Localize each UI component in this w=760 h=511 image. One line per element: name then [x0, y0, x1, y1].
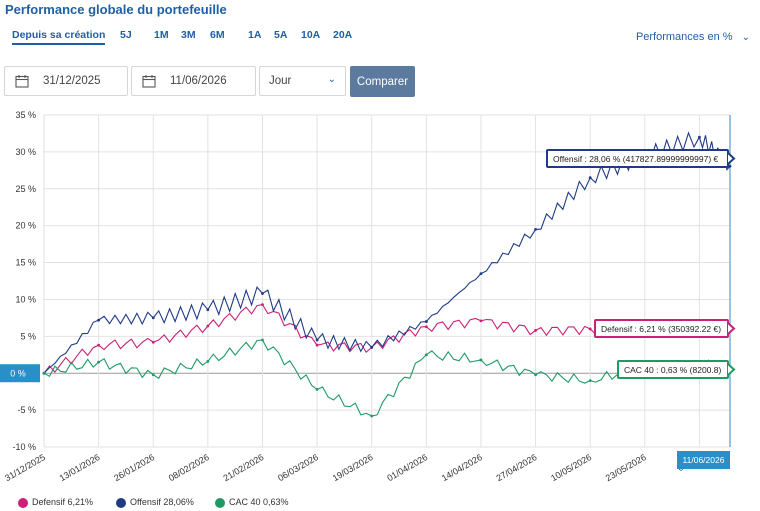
x-tick-label: 10/05/2026: [549, 452, 593, 483]
data-point-defensif: [424, 325, 428, 329]
y-tick-label: 15 %: [15, 258, 36, 268]
legend-dot-cac40: [215, 497, 225, 508]
tooltip-label-offensif: Offensif : 28,06 % (417827.89999999997) …: [553, 154, 719, 164]
data-point-defensif: [588, 327, 592, 331]
y-tick-label: -10 %: [12, 442, 36, 452]
chevron-down-icon: ⌄: [327, 74, 336, 85]
data-point-cac40: [588, 379, 592, 382]
period-10y[interactable]: 10A: [301, 29, 321, 41]
data-point-cac40: [97, 360, 101, 364]
end-date-field[interactable]: 11/06/2026: [131, 66, 256, 96]
data-point-defensif: [315, 343, 319, 347]
data-point-offensif: [728, 164, 732, 168]
data-point-offensif: [261, 292, 264, 295]
period-since-creation[interactable]: Depuis sa création: [12, 29, 106, 45]
data-point-defensif: [151, 340, 155, 344]
y-tick-label: 35 %: [15, 110, 36, 120]
end-date-value: 11/06/2026: [170, 75, 227, 87]
x-tick-label: 01/04/2026: [385, 452, 429, 483]
y-tick-label: 10 %: [15, 294, 36, 304]
x-tick-label: 08/02/2026: [167, 452, 211, 483]
data-point-offensif: [698, 135, 701, 139]
data-point-defensif: [534, 329, 537, 332]
performance-mode-label: Performances en %: [635, 31, 733, 43]
legend-item-cac40[interactable]: CAC 40 0,63%: [215, 497, 289, 508]
zero-badge-label: 0 %: [10, 369, 26, 379]
data-point-offensif: [424, 320, 428, 323]
data-point-cac40: [534, 373, 537, 377]
x-tick-label: 21/02/2026: [221, 452, 265, 483]
x-tick-label: 31/12/2025: [3, 452, 47, 483]
data-point-offensif: [370, 346, 374, 349]
granularity-value: Jour: [269, 75, 292, 87]
x-tick-label: 19/03/2026: [331, 452, 375, 483]
period-5d[interactable]: 5J: [120, 29, 132, 41]
x-tick-label: 23/05/2026: [604, 452, 648, 483]
y-tick-label: 20 %: [15, 221, 36, 231]
data-point-defensif: [479, 319, 483, 323]
data-point-offensif: [206, 308, 210, 312]
data-point-defensif: [97, 343, 101, 347]
period-6m[interactable]: 6M: [210, 29, 225, 41]
data-point-cac40: [315, 388, 319, 391]
data-point-cac40: [370, 414, 374, 418]
legend-label-cac40: CAC 40 0,63%: [229, 497, 289, 507]
x-tick-label: 27/04/2026: [495, 452, 539, 483]
data-point-offensif: [479, 272, 483, 276]
chevron-down-icon: ⌄: [741, 32, 750, 43]
period-5y[interactable]: 5A: [274, 29, 288, 41]
tooltip-pointer-offensif: [727, 152, 736, 165]
data-point-cac40: [206, 360, 210, 363]
page-title: Performance globale du portefeuille: [5, 2, 227, 17]
calendar-icon: [142, 75, 156, 88]
y-tick-label: 25 %: [15, 184, 36, 194]
compare-button[interactable]: Comparer: [350, 66, 415, 97]
period-1m[interactable]: 1M: [154, 29, 169, 41]
legend-dot-offensif: [116, 497, 126, 508]
legend-label-offensif: Offensif 28,06%: [130, 497, 194, 507]
period-1y[interactable]: 1A: [248, 29, 262, 41]
data-point-offensif: [588, 176, 592, 180]
x-tick-label: 06/03/2026: [276, 452, 320, 483]
start-date-field[interactable]: 31/12/2025: [4, 66, 128, 96]
data-point-defensif: [206, 324, 210, 328]
granularity-select[interactable]: Jour ⌄: [259, 66, 346, 96]
x-tick-label: 14/04/2026: [440, 452, 484, 483]
legend-label-defensif: Defensif 6,21%: [32, 497, 94, 507]
data-point-cac40: [42, 371, 46, 375]
data-point-cac40: [424, 353, 428, 357]
tooltip-label-defensif: Defensif : 6,21 % (350392.22 €): [601, 324, 721, 334]
x-tick-label: 26/01/2026: [112, 452, 156, 483]
data-point-cac40: [479, 358, 483, 362]
data-point-offensif: [315, 338, 319, 342]
start-date-value: 31/12/2025: [43, 75, 101, 87]
performance-line-chart: -10 % -5 % 0 % 5 % 10 % 15 % 20 % 25 % 30 % 35 % 3…: [0, 110, 736, 483]
end-date-badge: [677, 451, 730, 469]
period-3m[interactable]: 3M: [181, 29, 196, 41]
legend-item-offensif[interactable]: Offensif 28,06%: [116, 497, 194, 508]
tooltip-pointer-cac40: [727, 363, 736, 376]
y-tick-label: -5 %: [17, 405, 36, 415]
y-tick-label: 5 %: [20, 331, 36, 341]
period-20y[interactable]: 20A: [333, 29, 353, 41]
end-date-badge-label: 11/06/2026: [683, 455, 725, 465]
legend-dot-defensif: [18, 497, 28, 508]
tooltip-label-cac40: CAC 40 : 0,63 % (8200.8): [624, 365, 722, 375]
data-point-defensif: [261, 303, 264, 307]
zero-badge: [0, 364, 40, 383]
performance-mode-dropdown[interactable]: Performances en % ⌄: [636, 31, 750, 43]
x-tick-label: 13/01/2026: [58, 452, 102, 483]
data-point-offensif: [97, 318, 101, 322]
legend-item-defensif[interactable]: Defensif 6,21%: [18, 497, 93, 508]
data-point-offensif: [151, 316, 155, 320]
calendar-icon: [15, 75, 29, 88]
data-point-cac40: [151, 373, 155, 377]
y-tick-label: 30 %: [15, 147, 36, 157]
data-point-cac40: [261, 338, 264, 342]
tooltip-pointer-defensif: [727, 322, 736, 335]
data-point-offensif: [534, 227, 537, 231]
